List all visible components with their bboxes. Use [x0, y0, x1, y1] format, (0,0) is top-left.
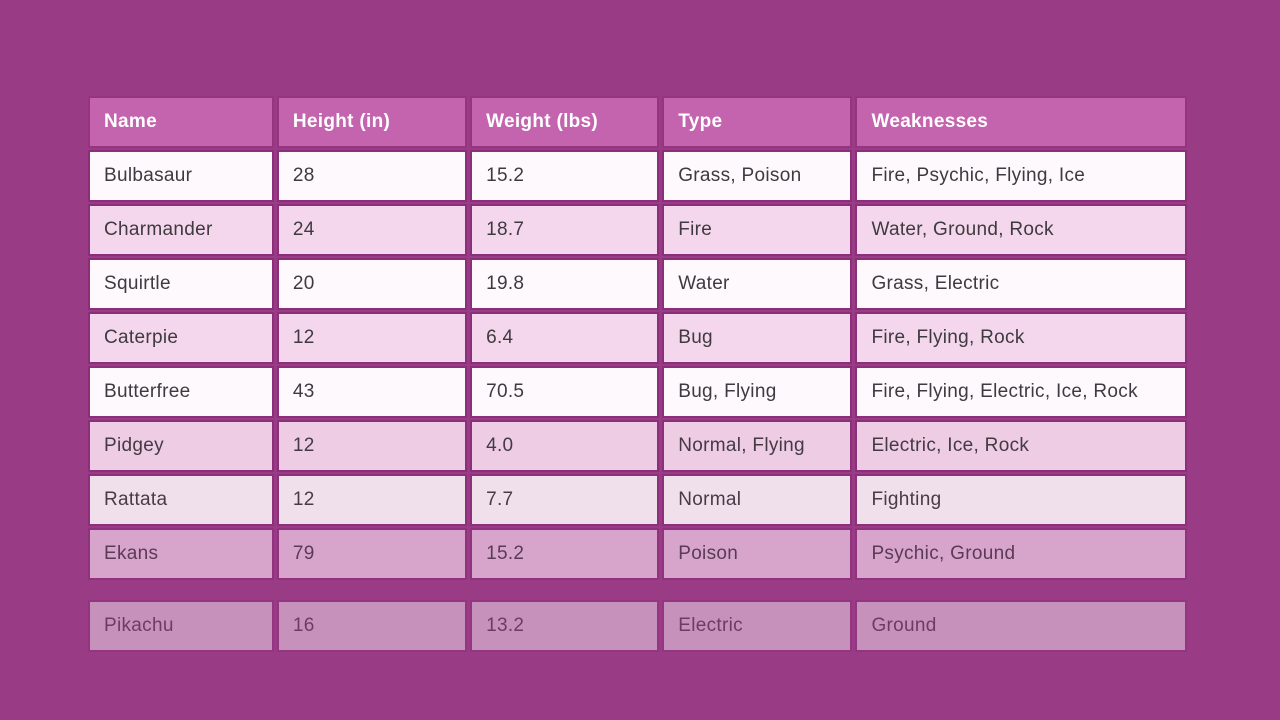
table-header-row: Name Height (in) Weight (lbs) Type Weakn…: [88, 96, 1187, 148]
header-height: Height (in): [276, 96, 468, 148]
cell-weaknesses: Fire, Flying, Rock: [855, 312, 1187, 364]
cell-weight: 7.7: [470, 474, 660, 526]
cell-height: 16: [276, 600, 468, 652]
cell-name: Rattata: [88, 474, 274, 526]
cell-weight: 19.8: [470, 258, 660, 310]
cell-height: 12: [276, 474, 468, 526]
cell-type: Poison: [662, 528, 853, 580]
table-row: Bulbasaur 28 15.2 Grass, Poison Fire, Ps…: [88, 150, 1187, 202]
table-row: Butterfree 43 70.5 Bug, Flying Fire, Fly…: [88, 366, 1187, 418]
cell-weight: 6.4: [470, 312, 660, 364]
table-row: Ekans 79 15.2 Poison Psychic, Ground: [88, 528, 1187, 580]
cell-weight: 15.2: [470, 528, 660, 580]
header-weaknesses: Weaknesses: [855, 96, 1187, 148]
cell-name: Pidgey: [88, 420, 274, 472]
cell-type: Electric: [662, 600, 853, 652]
cell-weaknesses: Grass, Electric: [855, 258, 1187, 310]
cell-type: Normal, Flying: [662, 420, 853, 472]
cell-weaknesses: Electric, Ice, Rock: [855, 420, 1187, 472]
cell-height: 79: [276, 528, 468, 580]
header-type: Type: [662, 96, 853, 148]
cell-weaknesses: Fighting: [855, 474, 1187, 526]
table-row: Rattata 12 7.7 Normal Fighting: [88, 474, 1187, 526]
cell-weight: 15.2: [470, 150, 660, 202]
pokemon-table: Name Height (in) Weight (lbs) Type Weakn…: [85, 94, 1190, 654]
cell-type: Normal: [662, 474, 853, 526]
cell-height: 20: [276, 258, 468, 310]
cell-name: Caterpie: [88, 312, 274, 364]
cell-name: Butterfree: [88, 366, 274, 418]
cell-weaknesses: Water, Ground, Rock: [855, 204, 1187, 256]
cell-name: Charmander: [88, 204, 274, 256]
header-name: Name: [88, 96, 274, 148]
cell-weaknesses: Fire, Flying, Electric, Ice, Rock: [855, 366, 1187, 418]
cell-height: 43: [276, 366, 468, 418]
cell-height: 12: [276, 420, 468, 472]
table-row: Pikachu 16 13.2 Electric Ground: [88, 600, 1187, 652]
table-row: Squirtle 20 19.8 Water Grass, Electric: [88, 258, 1187, 310]
cell-weight: 70.5: [470, 366, 660, 418]
cell-height: 24: [276, 204, 468, 256]
cell-name: Ekans: [88, 528, 274, 580]
row-gap: [88, 582, 1187, 598]
cell-type: Fire: [662, 204, 853, 256]
cell-type: Grass, Poison: [662, 150, 853, 202]
cell-weight: 4.0: [470, 420, 660, 472]
table-row: Charmander 24 18.7 Fire Water, Ground, R…: [88, 204, 1187, 256]
cell-weaknesses: Ground: [855, 600, 1187, 652]
cell-weight: 18.7: [470, 204, 660, 256]
cell-weight: 13.2: [470, 600, 660, 652]
cell-type: Bug, Flying: [662, 366, 853, 418]
cell-height: 12: [276, 312, 468, 364]
table-row: Caterpie 12 6.4 Bug Fire, Flying, Rock: [88, 312, 1187, 364]
cell-name: Squirtle: [88, 258, 274, 310]
cell-type: Bug: [662, 312, 853, 364]
cell-type: Water: [662, 258, 853, 310]
cell-weaknesses: Psychic, Ground: [855, 528, 1187, 580]
header-weight: Weight (lbs): [470, 96, 660, 148]
cell-height: 28: [276, 150, 468, 202]
table-row: Pidgey 12 4.0 Normal, Flying Electric, I…: [88, 420, 1187, 472]
cell-name: Pikachu: [88, 600, 274, 652]
cell-name: Bulbasaur: [88, 150, 274, 202]
cell-weaknesses: Fire, Psychic, Flying, Ice: [855, 150, 1187, 202]
